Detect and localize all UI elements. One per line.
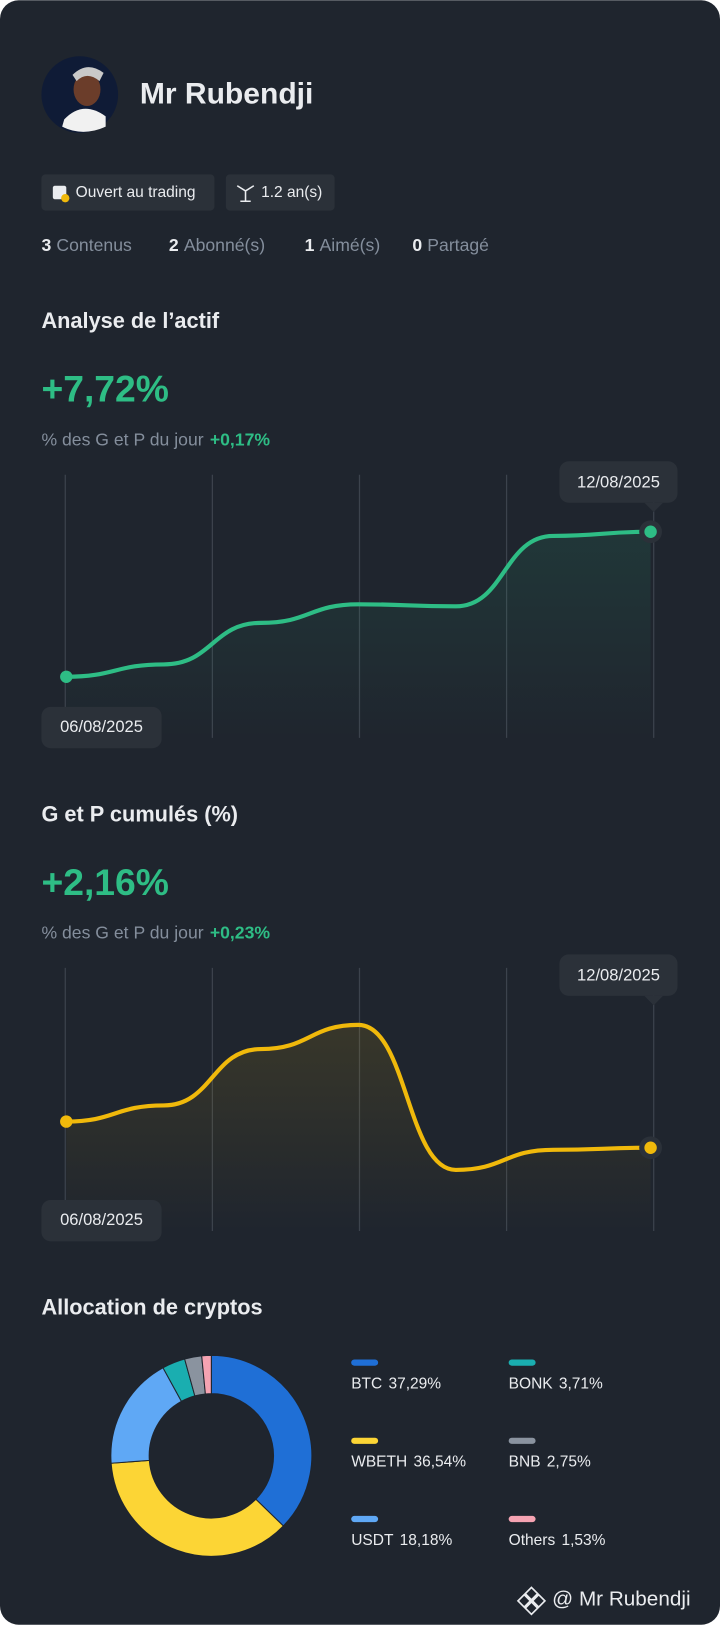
stat-label: Partagé bbox=[427, 234, 489, 254]
legend-entry: BNB 2,75% bbox=[509, 1454, 591, 1471]
stat-count: 0 bbox=[412, 234, 422, 254]
legend-entry: BONK 3,71% bbox=[509, 1375, 603, 1392]
donut-slice bbox=[201, 1354, 212, 1395]
headline-value: +7,72% bbox=[41, 368, 168, 410]
tooltip-pointer bbox=[644, 995, 664, 1006]
legend-value: 37,29% bbox=[388, 1375, 441, 1392]
legend-value: 3,71% bbox=[559, 1375, 603, 1392]
end-point bbox=[644, 1141, 657, 1154]
area bbox=[66, 531, 651, 738]
tooltip bbox=[559, 461, 678, 503]
area bbox=[66, 1024, 651, 1232]
tooltip-pointer bbox=[644, 502, 664, 513]
legend-name: BNB bbox=[509, 1454, 541, 1471]
legend-name: BTC bbox=[351, 1375, 382, 1392]
subtitle: % des G et P du jour +0,23% bbox=[41, 922, 270, 942]
legend-name: Others bbox=[509, 1532, 556, 1549]
legend-swatch bbox=[351, 1515, 379, 1523]
stat-count: 1 bbox=[305, 234, 315, 254]
stat-label: Contenus bbox=[56, 234, 132, 254]
section-title: G et P cumulés (%) bbox=[41, 801, 238, 826]
badge bbox=[41, 174, 215, 211]
tooltip bbox=[559, 954, 678, 996]
tooltip-date: 06/08/2025 bbox=[60, 1210, 143, 1229]
legend-name: USDT bbox=[351, 1532, 394, 1549]
stat: 2 Abonné(s) bbox=[169, 234, 265, 254]
line bbox=[64, 529, 653, 679]
subtitle-label: % des G et P du jour bbox=[41, 922, 203, 942]
donut-slice bbox=[110, 1459, 285, 1557]
legend-name: BONK bbox=[509, 1375, 554, 1392]
section-title: Allocation de cryptos bbox=[41, 1294, 262, 1319]
legend-value: 18,18% bbox=[400, 1532, 453, 1549]
badge-text: 1.2 an(s) bbox=[261, 184, 322, 201]
stat-count: 3 bbox=[41, 234, 51, 254]
legend-swatch bbox=[508, 1515, 536, 1523]
daily-change: +0,23% bbox=[210, 922, 271, 942]
avatar bbox=[41, 56, 119, 133]
badge-icon bbox=[236, 185, 255, 203]
legend-value: 36,54% bbox=[413, 1454, 466, 1471]
stat-label: Abonné(s) bbox=[184, 234, 265, 254]
end-point bbox=[644, 525, 657, 538]
donut-slice bbox=[210, 1354, 313, 1527]
legend-swatch bbox=[508, 1359, 536, 1366]
subtitle: % des G et P du jour +0,17% bbox=[41, 429, 270, 449]
stat-label: Aimé(s) bbox=[320, 234, 381, 254]
legend-swatch bbox=[351, 1437, 379, 1444]
legend-value: 2,75% bbox=[547, 1454, 591, 1471]
daily-change: +0,17% bbox=[210, 429, 271, 449]
subtitle-label: % des G et P du jour bbox=[41, 429, 203, 449]
stat: 3 Contenus bbox=[41, 234, 132, 254]
stat: 1 Aimé(s) bbox=[305, 234, 381, 254]
legend-entry: USDT 18,18% bbox=[351, 1532, 452, 1549]
badge-text: Ouvert au trading bbox=[76, 184, 196, 201]
start-point bbox=[60, 1115, 73, 1128]
tooltip bbox=[41, 706, 162, 749]
tooltip-date: 06/08/2025 bbox=[60, 717, 143, 736]
stat-count: 2 bbox=[169, 234, 179, 254]
legend-name: WBETH bbox=[351, 1454, 407, 1471]
stat: 0 Partagé bbox=[412, 234, 489, 254]
badge-icon-dot bbox=[61, 194, 70, 203]
legend-swatch bbox=[351, 1359, 379, 1366]
legend-entry: Others 1,53% bbox=[509, 1532, 606, 1549]
legend-value: 1,53% bbox=[561, 1532, 605, 1549]
section-title: Analyse de l’actif bbox=[41, 308, 219, 333]
legend-swatch bbox=[508, 1437, 536, 1444]
tooltip-date: 12/08/2025 bbox=[577, 966, 660, 985]
tooltip bbox=[41, 1199, 162, 1242]
footer-text: @ Mr Rubendji bbox=[552, 1587, 690, 1610]
footer-logo bbox=[516, 1586, 547, 1616]
line bbox=[64, 1022, 653, 1172]
tooltip-date: 12/08/2025 bbox=[577, 472, 660, 491]
profile-name: Mr Rubendji bbox=[140, 78, 314, 111]
badge bbox=[225, 174, 335, 211]
legend-entry: BTC 37,29% bbox=[351, 1375, 441, 1392]
legend-entry: WBETH 36,54% bbox=[351, 1454, 466, 1471]
start-point bbox=[60, 670, 73, 684]
headline-value: +2,16% bbox=[41, 861, 168, 903]
